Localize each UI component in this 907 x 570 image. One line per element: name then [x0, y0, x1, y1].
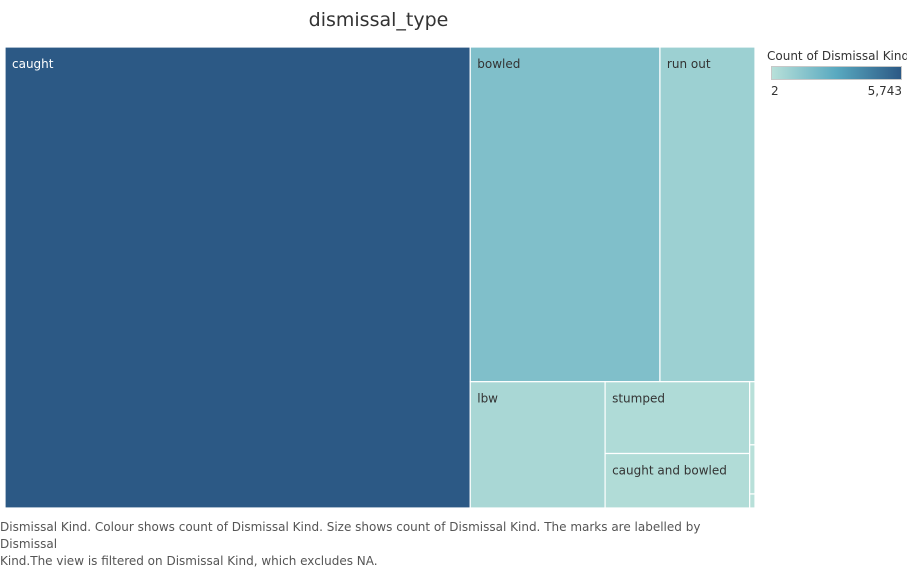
- legend-min-label: 2: [771, 84, 779, 98]
- treemap-cell-caught[interactable]: [5, 47, 471, 508]
- treemap-cell-stumped[interactable]: [604, 381, 751, 455]
- color-legend-bar: [771, 66, 902, 80]
- treemap-cell-small-6[interactable]: [749, 381, 755, 446]
- treemap-cell-bowled[interactable]: [469, 47, 661, 383]
- legend-max-label: 5,743: [867, 84, 902, 98]
- treemap-label-run-out: run out: [667, 57, 711, 71]
- chart-caption: Dismissal Kind. Colour shows count of Di…: [0, 519, 730, 570]
- treemap-cell-lbw[interactable]: [469, 381, 606, 508]
- legend-title: Count of Dismissal Kind: [767, 49, 907, 63]
- caption-line-1: Dismissal Kind. Colour shows count of Di…: [0, 520, 701, 551]
- treemap-plot[interactable]: caught bowled run out lbw stumped caught and …: [5, 47, 755, 508]
- treemap-label-stumped: stumped: [612, 392, 665, 406]
- treemap-label-caught: caught: [12, 57, 54, 71]
- treemap-label-caught-and-bowled: caught and bowled: [612, 464, 727, 478]
- treemap-cell-caught-and-bowled[interactable]: [604, 452, 751, 508]
- treemap-label-bowled: bowled: [477, 57, 520, 71]
- treemap-cell-small-8[interactable]: [749, 493, 755, 508]
- chart-title: dismissal_type: [308, 9, 449, 31]
- treemap-cell-small-7[interactable]: [749, 444, 755, 495]
- caption-line-2: Kind.The view is filtered on Dismissal K…: [0, 554, 378, 568]
- treemap-label-lbw: lbw: [477, 392, 498, 406]
- treemap-cell-run-out[interactable]: [659, 47, 755, 383]
